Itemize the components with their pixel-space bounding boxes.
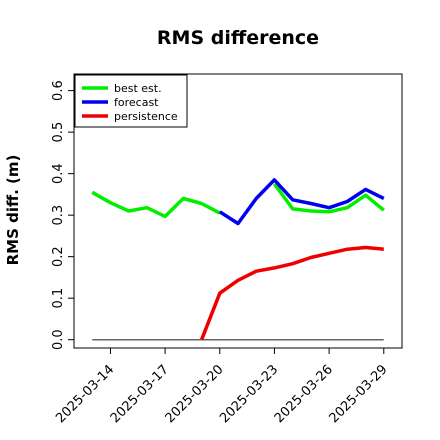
x-tick-label-5: 2025-03-29 <box>327 362 391 426</box>
y-axis-label: RMS diff. (m) <box>4 155 22 266</box>
y-tick-label-6: 0.6 <box>51 80 66 101</box>
y-tick-label-5: 0.5 <box>51 122 66 143</box>
series-line-persistence <box>199 245 384 341</box>
series-line-forecast <box>218 178 385 226</box>
series-line-bestest-1 <box>272 182 385 214</box>
y-tick-label-1: 0.1 <box>51 288 66 309</box>
y-tick-label-2: 0.2 <box>51 246 66 267</box>
chart-title: RMS difference <box>157 27 319 49</box>
legend-label-1: forecast <box>114 96 159 109</box>
y-tick-label-4: 0.4 <box>51 163 66 184</box>
y-tick-label-3: 0.3 <box>51 205 66 226</box>
legend-label-2: persistence <box>114 110 178 123</box>
series-line-bestest-0 <box>91 190 221 219</box>
y-tick-label-0: 0.0 <box>51 329 66 350</box>
legend-label-0: best est. <box>114 82 162 95</box>
plot-frame <box>73 73 403 349</box>
